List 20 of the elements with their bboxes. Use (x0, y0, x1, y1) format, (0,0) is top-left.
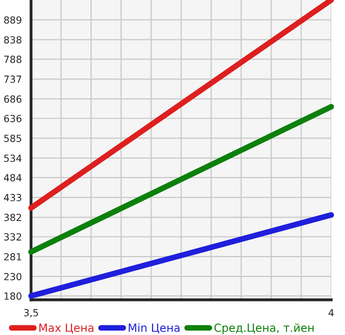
y-tick-label: 889 (4, 16, 22, 24)
legend-label: Max Цена (39, 324, 94, 334)
y-tick-label: 281 (4, 253, 22, 260)
y-tick-label: 788 (4, 56, 22, 64)
y-tick-label: 484 (4, 174, 22, 182)
y-tick-label: 636 (4, 114, 22, 122)
legend-label: Сред.Цена, т.йен (214, 323, 314, 334)
y-tick-label: 686 (4, 95, 22, 103)
y-tick-label: 382 (4, 214, 22, 222)
y-tick-label: 585 (4, 134, 22, 142)
y-tick-label: 332 (4, 233, 22, 241)
x-tick-label: 4 (328, 309, 334, 316)
y-tick-label: 230 (4, 272, 22, 280)
y-tick-label: 180 (4, 292, 22, 300)
x-tick-label: 3,5 (24, 309, 38, 318)
legend-label: Min Цена (128, 323, 180, 334)
y-tick-label: 534 (4, 154, 22, 162)
y-tick-label: 433 (4, 194, 22, 202)
y-tick-label: 838 (4, 36, 22, 44)
y-tick-label: 737 (4, 76, 22, 83)
